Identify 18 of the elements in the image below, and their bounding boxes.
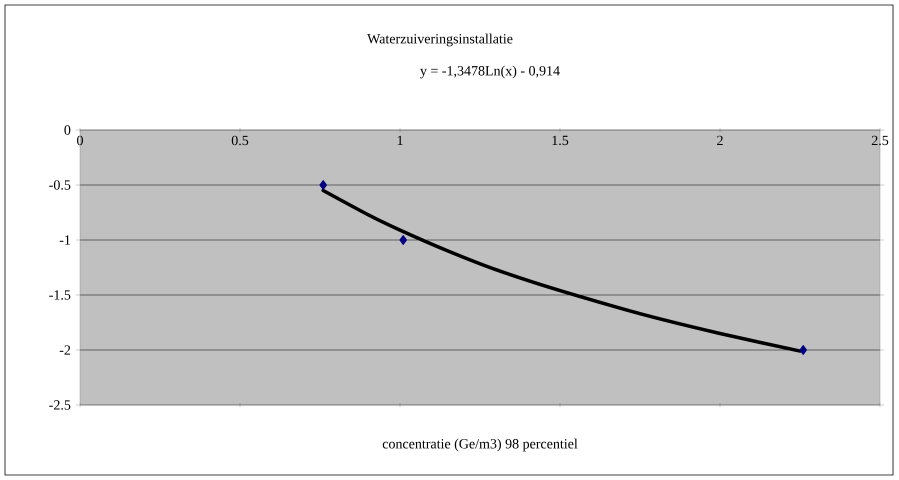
x-tick-label: 1.5 <box>552 136 568 146</box>
y-tick-label: -1.5 <box>49 290 70 300</box>
text: y = -1,3478Ln(x) - 0,914 <box>420 66 560 78</box>
x-axis-title: concentratie (Ge/m3) 98 percentiel <box>382 438 578 452</box>
x-tick-label: 2.5 <box>872 136 888 146</box>
x-tick-label: 0 <box>77 136 83 146</box>
point <box>319 180 328 190</box>
chart-title: Waterzuiveringsinstallatie <box>367 34 512 46</box>
point <box>799 344 808 356</box>
y-tick-label: -0.5 <box>49 180 70 190</box>
x-tick-label: 1 <box>398 136 403 145</box>
y-tick-label: -1 <box>60 235 70 245</box>
y-tick-label: 0 <box>64 125 70 135</box>
y-tick-label: -2 <box>60 345 70 355</box>
x-tick-label: 0.5 <box>232 136 248 146</box>
y-tick-label: -2.5 <box>49 400 70 410</box>
point <box>399 234 408 246</box>
x-tick-label: 2 <box>717 136 723 145</box>
